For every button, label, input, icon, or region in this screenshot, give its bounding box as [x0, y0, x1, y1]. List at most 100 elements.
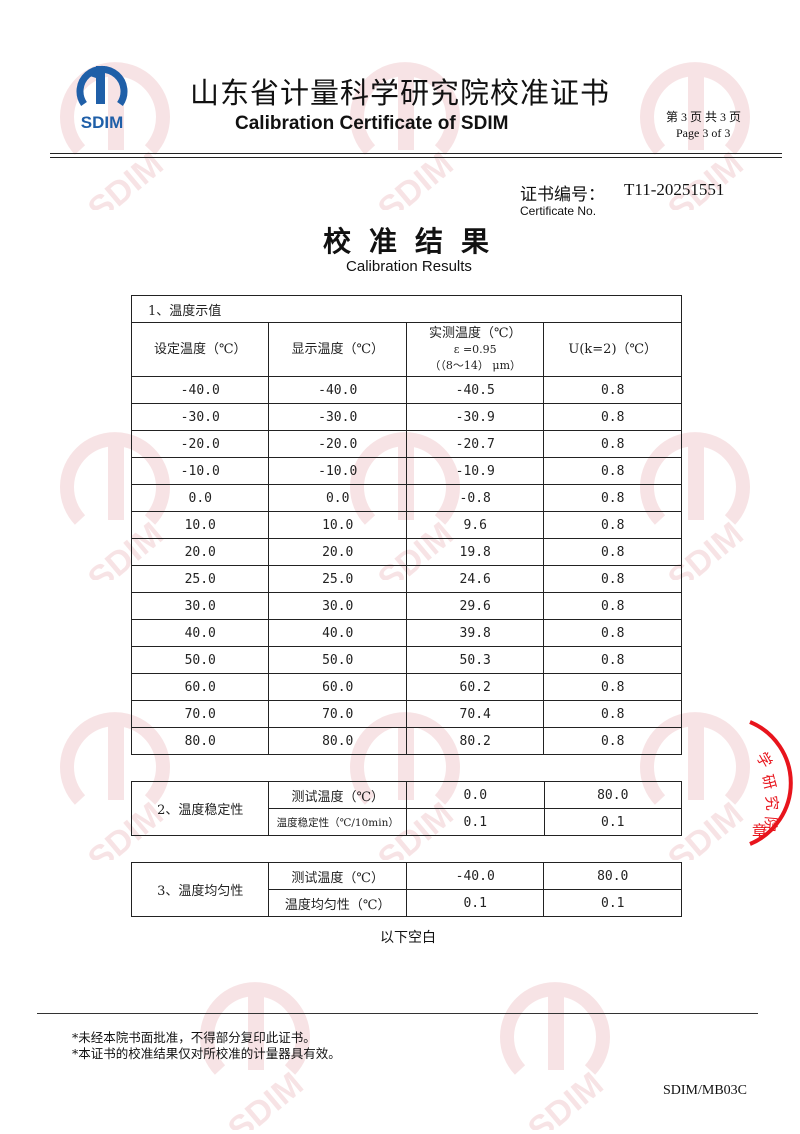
- table-cell: 80.0: [130, 727, 270, 755]
- page-number-cn: 第 3 页 共 3 页: [666, 110, 742, 124]
- table-row: 70.0 70.0 70.4 0.8: [130, 700, 682, 728]
- table-cell: -30.9: [405, 403, 545, 431]
- table-row: 40.0 40.0 39.8 0.8: [130, 619, 682, 647]
- table-cell: -20.7: [405, 430, 545, 458]
- table-row: 60.0 60.0 60.2 0.8: [130, 673, 682, 701]
- temperature-uniformity-table: 3、温度均匀性 测试温度（℃） -40.0 80.0 温度均匀性（℃） 0.1 …: [130, 862, 682, 917]
- table-cell: 50.0: [268, 646, 407, 674]
- table-cell: 0.8: [543, 457, 682, 485]
- svg-text:章: 章: [752, 822, 767, 840]
- row-label: 测试温度（℃）: [268, 862, 407, 890]
- section-title: 1、温度示值: [131, 295, 682, 323]
- table-cell: 24.6: [405, 565, 545, 593]
- table-cell: 60.0: [268, 673, 407, 701]
- table-cell: -10.0: [268, 457, 407, 485]
- table-cell: 70.0: [130, 700, 270, 728]
- header-divider: [50, 153, 782, 154]
- certificate-title-en: Calibration Certificate of SDIM: [235, 113, 509, 134]
- svg-text:SDIM: SDIM: [81, 145, 171, 210]
- table-cell: -10.9: [405, 457, 545, 485]
- temperature-stability-table: 2、温度稳定性 测试温度（℃） 0.0 80.0 温度稳定性（℃/10min） …: [130, 781, 682, 836]
- certificate-number: T11-20251551: [624, 180, 725, 199]
- table-cell: 70.4: [405, 700, 545, 728]
- table-cell: 0.0: [130, 484, 270, 512]
- row-label: 温度均匀性（℃）: [268, 889, 407, 917]
- svg-text:究: 究: [762, 795, 781, 812]
- table-cell: -30.0: [268, 403, 407, 431]
- table-cell: 40.0: [130, 619, 270, 647]
- table-cell: 0.8: [543, 376, 682, 404]
- certificate-number-label: 证书编号：: [520, 185, 605, 205]
- form-code: SDIM/MB03C: [663, 1083, 748, 1098]
- footer-note: *未经本院书面批准，不得部分复印此证书。: [72, 1030, 316, 1045]
- table-cell: 80.0: [268, 727, 407, 755]
- wavelength-label: （（8～14） μm）: [429, 358, 521, 372]
- results-title: 校准结果: [322, 225, 507, 258]
- table-cell: 10.0: [268, 511, 407, 539]
- table-cell: 30.0: [268, 592, 407, 620]
- svg-text:院: 院: [761, 816, 780, 833]
- table-cell: 0.8: [543, 430, 682, 458]
- row-label: 测试温度（℃）: [268, 781, 408, 809]
- table-row: 30.0 30.0 29.6 0.8: [130, 592, 682, 620]
- table-row: 50.0 50.0 50.3 0.8: [130, 646, 682, 674]
- table-cell: 60.0: [130, 673, 270, 701]
- table-row: 10.0 10.0 9.6 0.8: [130, 511, 682, 539]
- table-cell: 0.8: [543, 565, 682, 593]
- section-title: 3、温度均匀性: [130, 862, 270, 917]
- table-cell: 19.8: [405, 538, 545, 566]
- column-header: 设定温度（℃）: [130, 322, 270, 377]
- table-cell: 30.0: [130, 592, 270, 620]
- table-row: -40.0 -40.0 -40.5 0.8: [130, 376, 682, 404]
- table-cell: -10.0: [130, 457, 270, 485]
- table-row: 20.0 20.0 19.8 0.8: [130, 538, 682, 566]
- table-cell: 0.1: [543, 808, 682, 836]
- table-cell: 0.1: [406, 808, 545, 836]
- table-cell: 40.0: [268, 619, 407, 647]
- svg-text:研: 研: [758, 772, 779, 791]
- column-header: U(k=2)（℃）: [543, 322, 682, 377]
- table-cell: 0.0: [268, 484, 407, 512]
- official-seal: 学 研 究 院 章: [749, 720, 793, 846]
- table-cell: 29.6: [405, 592, 545, 620]
- table-cell: 0.1: [543, 889, 682, 917]
- table-cell: 50.3: [405, 646, 545, 674]
- blank-below-note: 以下空白: [380, 930, 436, 946]
- column-header: 实测温度（℃） ε =0.95 （（8～14） μm）: [405, 322, 545, 377]
- table-row: 25.0 25.0 24.6 0.8: [130, 565, 682, 593]
- table-row: 80.0 80.0 80.2 0.8: [130, 727, 682, 755]
- svg-text:SDIM: SDIM: [661, 145, 751, 210]
- table-cell: 0.1: [405, 889, 545, 917]
- column-header: 显示温度（℃）: [268, 322, 407, 377]
- table-cell: 25.0: [268, 565, 407, 593]
- table-cell: 70.0: [268, 700, 407, 728]
- table-cell: 80.0: [543, 781, 682, 809]
- table-cell: -30.0: [130, 403, 270, 431]
- table-cell: 25.0: [130, 565, 270, 593]
- table-cell: -0.8: [405, 484, 545, 512]
- table-row: -10.0 -10.0 -10.9 0.8: [130, 457, 682, 485]
- table-cell: 0.8: [543, 646, 682, 674]
- table-cell: -40.0: [268, 376, 407, 404]
- footer-divider: [37, 1013, 758, 1014]
- table-cell: 0.8: [543, 403, 682, 431]
- svg-text:SDIM: SDIM: [521, 1065, 611, 1130]
- table-row: -20.0 -20.0 -20.7 0.8: [130, 430, 682, 458]
- table-cell: 0.8: [543, 700, 682, 728]
- table-cell: 0.8: [543, 619, 682, 647]
- table-cell: 10.0: [130, 511, 270, 539]
- table-cell: 0.8: [543, 727, 682, 755]
- table-cell: 0.0: [406, 781, 545, 809]
- svg-text:SDIM: SDIM: [81, 113, 124, 132]
- row-label: 温度稳定性（℃/10min）: [268, 808, 408, 836]
- table-cell: 0.8: [543, 673, 682, 701]
- table-row: 0.0 0.0 -0.8 0.8: [130, 484, 682, 512]
- table-cell: 80.0: [543, 862, 682, 890]
- page-number-en: Page 3 of 3: [676, 126, 731, 140]
- table-cell: 60.2: [405, 673, 545, 701]
- certificate-number-label-en: Certificate No.: [520, 204, 597, 218]
- table-cell: 20.0: [130, 538, 270, 566]
- table-cell: -40.0: [405, 862, 545, 890]
- section-title: 2、温度稳定性: [130, 781, 270, 836]
- footer-note: *本证书的校准结果仅对所校准的计量器具有效。: [72, 1046, 341, 1061]
